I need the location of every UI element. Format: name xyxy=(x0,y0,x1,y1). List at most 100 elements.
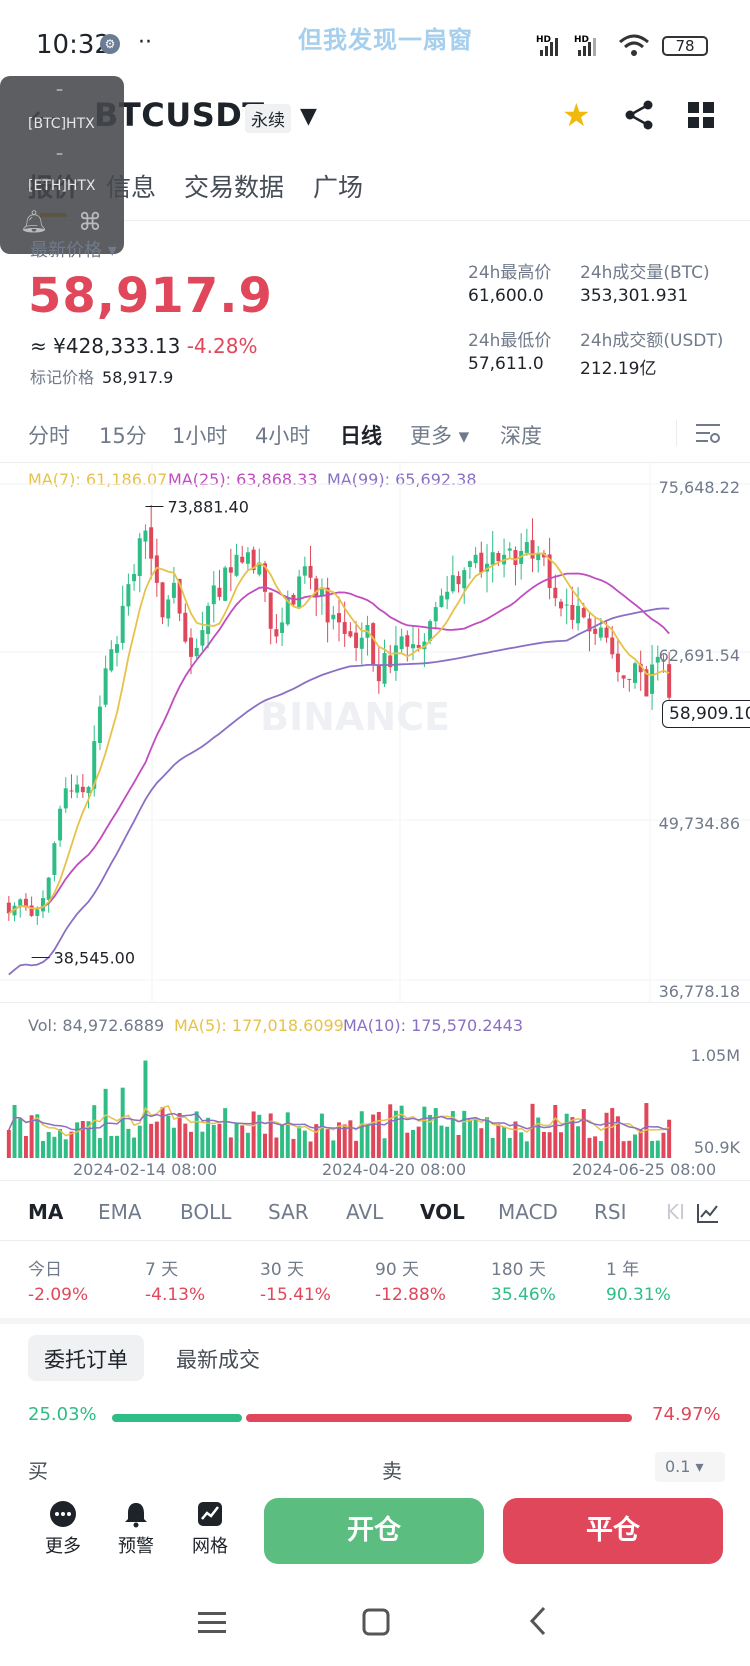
tab-square[interactable]: 广场 xyxy=(313,173,364,202)
volume-bar xyxy=(553,1104,558,1158)
candle-body xyxy=(564,604,569,606)
candle-body xyxy=(200,630,205,646)
buy-ratio-bar xyxy=(112,1414,242,1422)
more-button[interactable]: 更多 xyxy=(33,1500,93,1558)
volume-bar xyxy=(228,1137,233,1158)
divider xyxy=(0,1180,750,1181)
binance-watermark: BINANCE xyxy=(260,695,450,739)
last-price: 58,917.9 xyxy=(28,268,273,324)
vol-ma5-line xyxy=(8,1104,670,1137)
candle-body xyxy=(189,637,193,657)
close-position-button[interactable]: 平仓 xyxy=(503,1498,723,1564)
volume-bar xyxy=(485,1117,489,1158)
volume-bar xyxy=(473,1118,478,1158)
candle-body xyxy=(58,808,63,841)
interval-15m[interactable]: 15分 xyxy=(99,424,147,448)
candle-body xyxy=(376,664,381,682)
symbol-dropdown-icon[interactable]: ▼ xyxy=(300,104,317,129)
volume-chart[interactable] xyxy=(0,1040,750,1160)
volume-bar xyxy=(268,1113,273,1158)
indicator-avl[interactable]: AVL xyxy=(346,1200,384,1224)
indicator-macd[interactable]: MACD xyxy=(498,1200,558,1224)
back-nav-icon[interactable] xyxy=(528,1606,548,1636)
more-icon xyxy=(33,1500,93,1532)
volume-bar xyxy=(576,1126,581,1158)
candle-body xyxy=(109,649,114,671)
candle-body xyxy=(661,660,666,662)
candle-body xyxy=(445,591,450,600)
candle-body xyxy=(428,621,433,642)
candle-body xyxy=(621,675,626,679)
price-chart[interactable]: BINANCE 73,881.40 38,545.00 xyxy=(0,462,750,1002)
candle-body xyxy=(530,540,535,559)
low-annotation-label: 38,545.00 xyxy=(54,948,135,967)
volume-bar xyxy=(519,1132,524,1158)
cny-price: ≈ ¥428,333.13 -4.28% xyxy=(30,334,257,358)
floating-overlay[interactable]: – [BTC]HTX – [ETH]HTX 🔔︎ ⌘ xyxy=(0,76,124,254)
indicator-ma[interactable]: MA xyxy=(28,1200,64,1224)
volume-bar xyxy=(86,1121,91,1158)
indicator-rsi[interactable]: RSI xyxy=(594,1200,627,1224)
indicator-settings-icon[interactable] xyxy=(696,1202,720,1224)
candle-body xyxy=(633,663,637,683)
volume-bar xyxy=(331,1140,336,1158)
volume-bar xyxy=(382,1138,387,1158)
bell-icon[interactable]: 🔔︎ xyxy=(20,210,48,235)
volume-bar xyxy=(337,1122,341,1158)
menu-nav-icon[interactable] xyxy=(198,1610,226,1636)
period-value: -15.41% xyxy=(260,1285,331,1305)
indicator-kdj[interactable]: KI xyxy=(666,1200,686,1224)
interval-4h[interactable]: 4小时 xyxy=(255,424,311,448)
interval-depth[interactable]: 深度 xyxy=(500,424,542,448)
candle-body xyxy=(627,678,632,680)
indicator-boll[interactable]: BOLL xyxy=(180,1200,232,1224)
candle-body xyxy=(63,788,68,809)
grid-menu-icon[interactable] xyxy=(688,102,714,128)
volume-bar xyxy=(570,1117,575,1158)
last-price-label[interactable]: 最新价格 ▾ xyxy=(30,240,117,261)
volume-bar xyxy=(638,1130,643,1158)
volume-bar xyxy=(211,1124,216,1158)
tab-recent-trades[interactable]: 最新成交 xyxy=(176,1348,260,1372)
volume-bar xyxy=(496,1124,501,1158)
grid-bot-button[interactable]: 网格 xyxy=(180,1500,240,1558)
indicator-sar[interactable]: SAR xyxy=(268,1200,309,1224)
candle-body xyxy=(496,553,501,562)
interval-1d[interactable]: 日线 xyxy=(340,424,382,448)
volume-bar xyxy=(149,1123,154,1158)
volume-bar xyxy=(547,1132,552,1158)
candle-body xyxy=(194,647,199,657)
tab-trade-data[interactable]: 交易数据 xyxy=(184,173,285,202)
chart-settings-icon[interactable] xyxy=(694,420,722,446)
interval-1h[interactable]: 1小时 xyxy=(172,424,228,448)
date-axis-label: 2024-06-25 08:00 xyxy=(572,1160,717,1179)
volume-bar xyxy=(109,1135,114,1158)
settings-icon: ⚙ xyxy=(100,34,120,54)
favorite-star-icon[interactable]: ★ xyxy=(562,96,591,134)
candle-body xyxy=(536,553,541,561)
overlay-item: – xyxy=(56,146,63,162)
tab-order-book[interactable]: 委托订单 xyxy=(28,1335,144,1381)
command-icon[interactable]: ⌘ xyxy=(78,208,102,236)
candle-body xyxy=(422,641,427,650)
candle-body xyxy=(644,669,649,697)
svg-text:HD: HD xyxy=(574,35,589,45)
stat-vol-value: 353,301.931 xyxy=(580,286,689,306)
indicator-vol[interactable]: VOL xyxy=(420,1200,465,1224)
share-icon[interactable] xyxy=(624,100,654,130)
home-nav-icon[interactable] xyxy=(362,1608,390,1636)
indicator-ema[interactable]: EMA xyxy=(98,1200,142,1224)
volume-bar xyxy=(280,1124,285,1158)
open-position-button[interactable]: 开仓 xyxy=(264,1498,484,1564)
candle-body xyxy=(137,538,142,577)
candle-body xyxy=(75,784,80,793)
interval-time[interactable]: 分时 xyxy=(28,424,70,448)
candle-body xyxy=(598,627,603,638)
candle-body xyxy=(217,587,222,597)
buy-column-label: 买 xyxy=(28,1459,48,1483)
precision-select[interactable]: 0.1 ▾ xyxy=(655,1452,725,1482)
volume-bar xyxy=(661,1132,666,1158)
interval-more[interactable]: 更多 ▾ xyxy=(410,424,470,448)
volume-bar xyxy=(183,1123,188,1158)
alert-button[interactable]: 预警 xyxy=(106,1500,166,1558)
